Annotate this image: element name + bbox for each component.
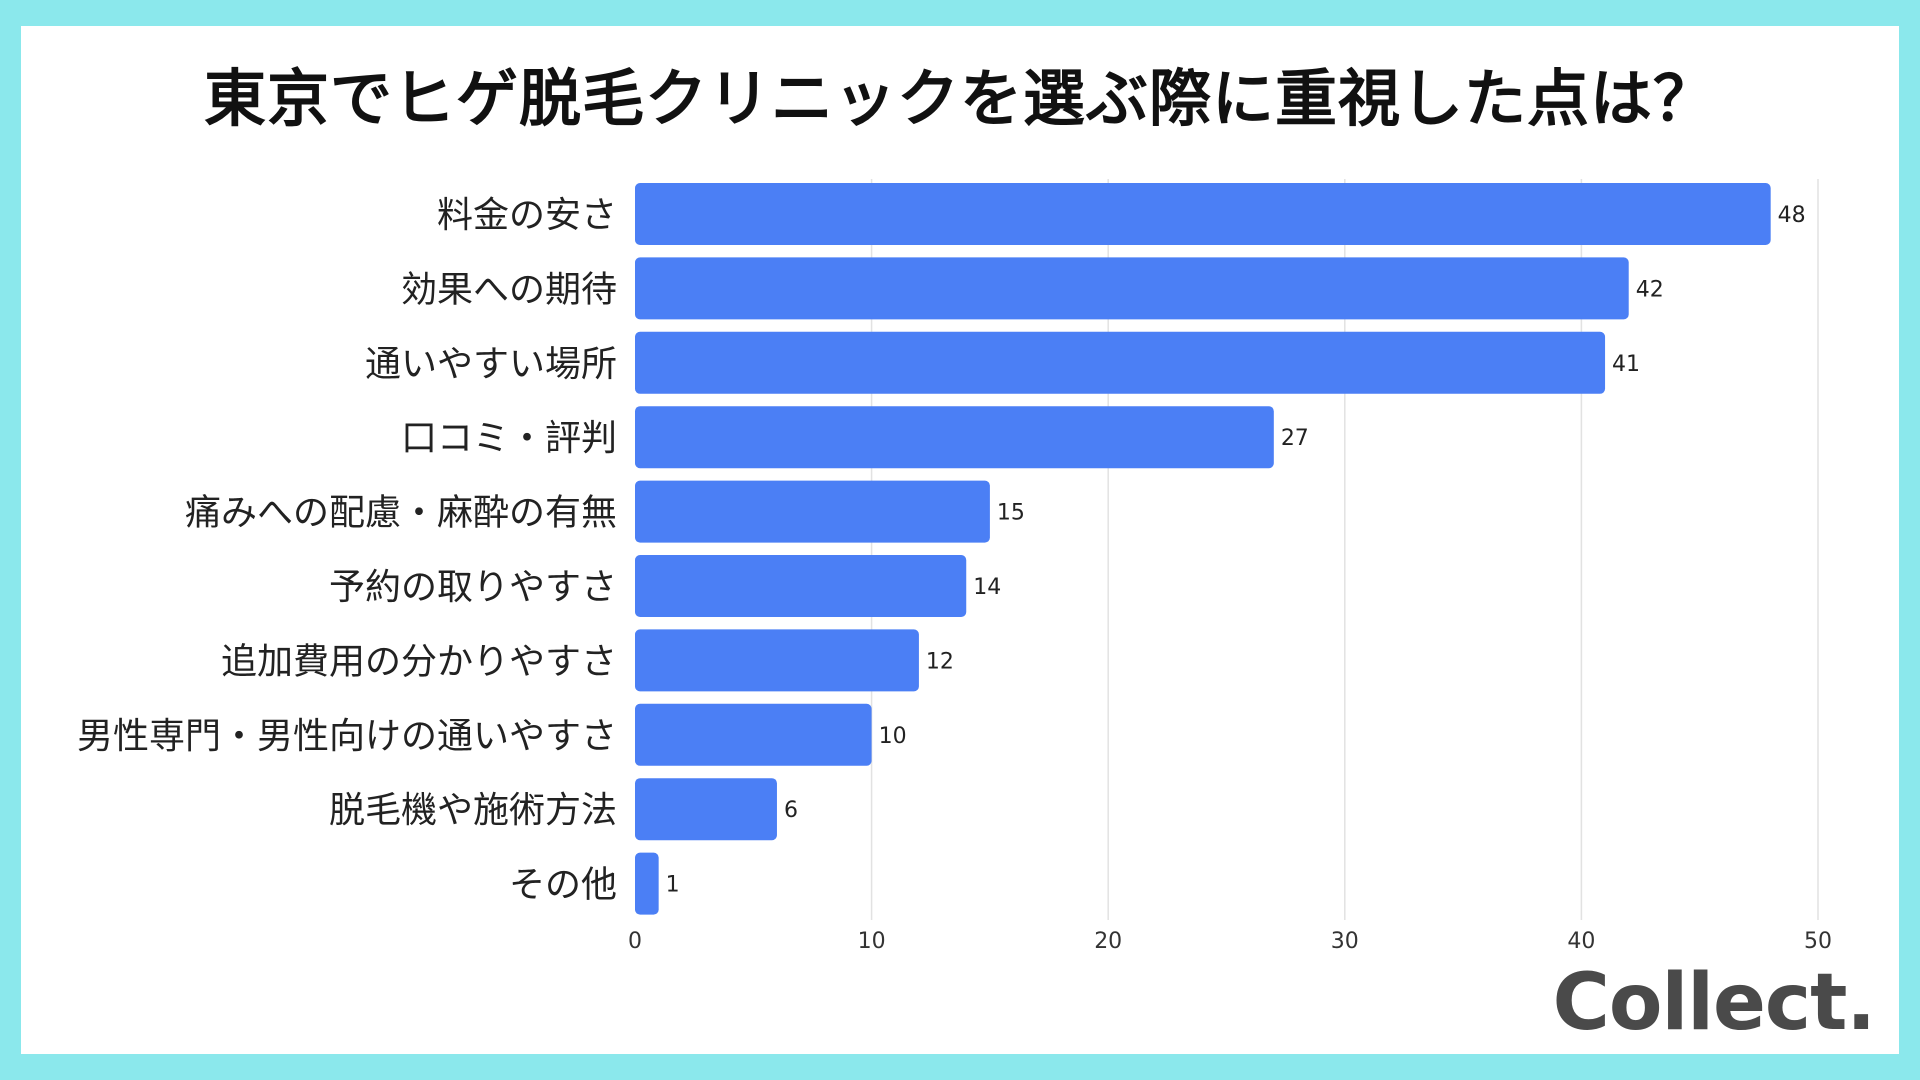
chart-title: 東京でヒゲ脱毛クリニックを選ぶ際に重視した点は？ bbox=[203, 62, 1716, 135]
category-label: 追加費用の分かりやすさ bbox=[221, 641, 617, 682]
bar bbox=[635, 406, 1274, 469]
category-label: 痛みへの配慮・麻酔の有無 bbox=[185, 493, 617, 534]
category-label: 予約の取りやすさ bbox=[329, 567, 617, 608]
x-tick-label: 10 bbox=[858, 929, 886, 954]
x-tick-label: 50 bbox=[1804, 929, 1832, 954]
category-label: 口コミ・評判 bbox=[401, 418, 617, 459]
bar-value-label: 14 bbox=[973, 575, 1001, 600]
bar-value-label: 41 bbox=[1612, 352, 1640, 377]
bar-chart: 料金の安さ効果への期待通いやすい場所口コミ・評判痛みへの配慮・麻酔の有無予約の取… bbox=[77, 179, 1832, 954]
bar bbox=[635, 555, 967, 617]
bar bbox=[635, 629, 919, 692]
bar bbox=[635, 703, 872, 766]
bar bbox=[635, 852, 659, 915]
chart-frame: 東京でヒゲ脱毛クリニックを選ぶ際に重視した点は？ 料金の安さ効果への期待通いやす… bbox=[21, 26, 1899, 1054]
category-label: 効果への期待 bbox=[401, 269, 617, 310]
bar-value-label: 15 bbox=[997, 501, 1025, 526]
category-label: 通いやすい場所 bbox=[365, 344, 617, 385]
category-labels: 料金の安さ効果への期待通いやすい場所口コミ・評判痛みへの配慮・麻酔の有無予約の取… bbox=[77, 195, 617, 906]
bar-value-label: 6 bbox=[784, 798, 798, 823]
bar-value-label: 1 bbox=[666, 873, 680, 898]
bars bbox=[635, 183, 1771, 915]
x-tick-label: 30 bbox=[1331, 929, 1359, 954]
bar-value-label: 10 bbox=[879, 724, 907, 749]
bar-value-label: 48 bbox=[1778, 203, 1806, 228]
value-labels: 48 42 41 27 15 14 12 10 6 1 bbox=[666, 203, 1806, 898]
category-label: 男性専門・男性向けの通いやすさ bbox=[77, 716, 617, 757]
bar bbox=[635, 778, 777, 841]
bar-value-label: 27 bbox=[1281, 426, 1309, 451]
bar bbox=[635, 480, 990, 543]
bar bbox=[635, 257, 1629, 320]
x-tick-label: 40 bbox=[1567, 929, 1595, 954]
bar bbox=[635, 331, 1606, 394]
category-label: その他 bbox=[509, 865, 617, 906]
bar-value-label: 12 bbox=[926, 649, 954, 674]
x-tick-label: 0 bbox=[628, 929, 642, 954]
brand-logo: Collect. bbox=[1552, 958, 1876, 1048]
x-axis-ticks: 0 10 20 30 40 50 bbox=[628, 929, 1832, 954]
bar bbox=[635, 183, 1771, 245]
x-tick-label: 20 bbox=[1094, 929, 1122, 954]
category-label: 脱毛機や施術方法 bbox=[329, 790, 617, 831]
category-label: 料金の安さ bbox=[437, 195, 617, 236]
bar-value-label: 42 bbox=[1636, 277, 1664, 302]
